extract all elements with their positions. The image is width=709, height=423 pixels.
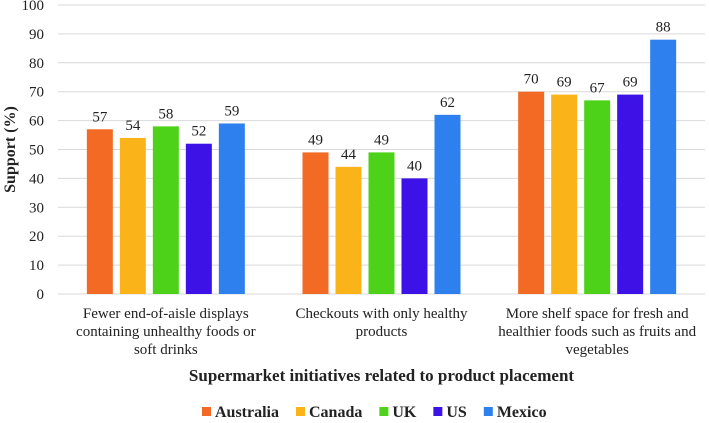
bar-uk bbox=[584, 100, 611, 295]
bar-mexico bbox=[218, 123, 245, 295]
data-label: 57 bbox=[92, 109, 108, 125]
legend-item-us: US bbox=[446, 404, 467, 421]
data-label: 69 bbox=[557, 75, 572, 91]
bar-mexico bbox=[650, 39, 677, 295]
bar-australia bbox=[302, 152, 329, 294]
bar-canada bbox=[335, 166, 362, 294]
data-label: 40 bbox=[407, 158, 422, 174]
data-label: 54 bbox=[125, 118, 141, 134]
bar-us bbox=[401, 178, 428, 294]
x-tick-label: Checkouts with only healthy bbox=[295, 306, 468, 322]
legend-item-australia: Australia bbox=[215, 404, 279, 421]
bar-canada bbox=[551, 94, 578, 294]
data-label: 88 bbox=[656, 20, 671, 36]
data-label: 49 bbox=[374, 132, 389, 148]
data-label: 59 bbox=[224, 103, 239, 119]
y-tick-label: 40 bbox=[29, 171, 44, 187]
data-label: 58 bbox=[158, 106, 173, 122]
bar-uk bbox=[152, 126, 179, 294]
legend-item-mexico: Mexico bbox=[497, 404, 547, 421]
bar-uk bbox=[368, 152, 395, 294]
bar-us bbox=[185, 143, 212, 294]
y-tick-label: 80 bbox=[29, 56, 44, 72]
data-label: 52 bbox=[191, 124, 206, 140]
y-tick-label: 20 bbox=[29, 229, 44, 245]
y-tick-label: 60 bbox=[29, 114, 44, 130]
y-tick-label: 50 bbox=[29, 143, 44, 159]
x-tick-label: soft drinks bbox=[134, 342, 198, 358]
x-tick-label: containing unhealthy foods or bbox=[76, 324, 256, 340]
x-tick-label: healthier foods such as fruits and bbox=[498, 324, 696, 340]
y-tick-label: 0 bbox=[37, 287, 45, 303]
bar-australia bbox=[86, 129, 113, 294]
legend-swatch-australia bbox=[202, 407, 211, 416]
legend-item-canada: Canada bbox=[309, 404, 362, 421]
y-tick-label: 100 bbox=[22, 0, 45, 14]
y-tick-label: 10 bbox=[29, 258, 44, 274]
x-tick-label: Fewer end-of-aisle displays bbox=[83, 306, 249, 322]
bar-australia bbox=[518, 91, 545, 294]
x-tick-label: products bbox=[356, 324, 408, 340]
legend-swatch-canada bbox=[296, 407, 305, 416]
x-tick-label: vegetables bbox=[566, 342, 629, 358]
legend-item-uk: UK bbox=[392, 404, 417, 421]
data-label: 44 bbox=[341, 147, 357, 163]
data-label: 69 bbox=[623, 75, 638, 91]
y-tick-label: 70 bbox=[29, 85, 44, 101]
legend-swatch-mexico bbox=[483, 407, 493, 416]
data-label: 49 bbox=[308, 132, 323, 148]
x-axis-label: Supermarket initiatives related to produ… bbox=[189, 366, 574, 385]
data-label: 67 bbox=[590, 80, 606, 96]
y-tick-label: 30 bbox=[29, 200, 44, 216]
legend-swatch-uk bbox=[379, 407, 389, 416]
bar-us bbox=[617, 94, 644, 294]
y-tick-label: 90 bbox=[29, 27, 44, 43]
x-tick-label: More shelf space for fresh and bbox=[506, 306, 689, 322]
data-label: 70 bbox=[524, 72, 539, 88]
y-axis-label: Support (%) bbox=[2, 106, 19, 193]
legend-swatch-us bbox=[433, 407, 443, 416]
bar-canada bbox=[119, 137, 146, 294]
data-label: 62 bbox=[440, 95, 455, 111]
bar-mexico bbox=[434, 114, 461, 294]
